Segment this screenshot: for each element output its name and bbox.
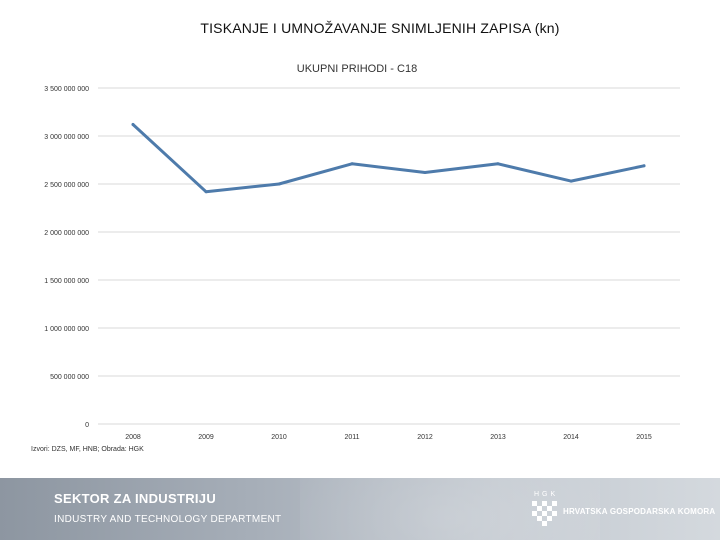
logo-text: HRVATSKA GOSPODARSKA KOMORA xyxy=(563,507,716,516)
source-note: Izvori: DZS, MF, HNB; Obrada: HGK xyxy=(31,446,144,453)
footer-department-hr: SEKTOR ZA INDUSTRIJU xyxy=(54,491,217,506)
y-tick-label: 1 000 000 000 xyxy=(44,326,89,333)
data-point xyxy=(277,182,281,186)
checkerboard-logo-icon xyxy=(532,501,557,526)
x-tick-label: 2011 xyxy=(344,434,359,441)
chart-svg: UKUPNI PRIHODI - C18 0 500 000 000 1 000 00… xyxy=(44,63,680,441)
series-line xyxy=(131,123,646,194)
y-tick-label: 1 500 000 000 xyxy=(44,278,89,285)
y-tick-label: 3 000 000 000 xyxy=(44,134,89,141)
x-tick-label: 2008 xyxy=(125,434,141,441)
x-tick-label: 2012 xyxy=(417,434,433,441)
data-point xyxy=(350,162,354,166)
y-tick-label: 500 000 000 xyxy=(50,374,89,381)
y-tick-label: 2 500 000 000 xyxy=(44,182,89,189)
data-point xyxy=(204,190,208,194)
data-point xyxy=(496,162,500,166)
chart-title: UKUPNI PRIHODI - C18 xyxy=(297,63,417,75)
x-tick-label: 2010 xyxy=(271,434,287,441)
data-point xyxy=(423,171,427,174)
y-tick-label: 0 xyxy=(85,422,89,429)
logo-letters: HGK xyxy=(534,491,559,498)
line-chart: UKUPNI PRIHODI - C18 0 500 000 000 1 000 00… xyxy=(44,63,680,441)
y-tick-label: 2 000 000 000 xyxy=(44,230,89,237)
data-point xyxy=(131,123,135,126)
y-tick-label: 3 500 000 000 xyxy=(44,86,89,93)
footer-department-en: INDUSTRY AND TECHNOLOGY DEPARTMENT xyxy=(54,514,282,525)
x-tick-label: 2014 xyxy=(563,434,579,441)
x-tick-label: 2015 xyxy=(636,434,652,441)
slide-title: TISKANJE I UMNOŽAVANJE SNIMLJENIH ZAPISA… xyxy=(200,20,560,36)
footer-banner: SEKTOR ZA INDUSTRIJU INDUSTRY AND TECHNO… xyxy=(0,478,720,540)
x-tick-label: 2009 xyxy=(198,434,214,441)
data-point xyxy=(642,164,646,168)
x-tick-label: 2013 xyxy=(490,434,506,441)
data-point xyxy=(569,179,573,183)
